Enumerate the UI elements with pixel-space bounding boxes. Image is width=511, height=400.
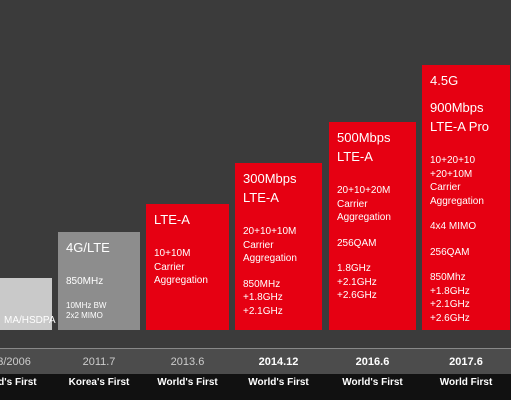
- detail-group: 256QAM: [337, 237, 408, 251]
- headline: 4.5G 900Mbps LTE-A Pro: [430, 71, 502, 136]
- headline: 4G/LTE: [66, 238, 132, 257]
- detail-line: Aggregation: [154, 275, 208, 286]
- detail-line: +1.8GHz: [243, 292, 283, 303]
- detail-line: 256QAM: [337, 237, 377, 249]
- headline-line: LTE-A: [154, 212, 190, 227]
- headline-line: LTE-A: [337, 149, 373, 164]
- detail-group: 850MHz +1.8GHz +2.1GHz: [243, 278, 314, 319]
- detail-line: 2x2 MIMO: [66, 310, 103, 320]
- headline-line: LTE-A Pro: [430, 119, 490, 134]
- headline-line: 500Mbps: [337, 130, 391, 145]
- column: 500Mbps LTE-A 20+10+20M Carrier Aggregation 2…: [329, 122, 416, 330]
- detail-line: 20+10+10M: [243, 226, 297, 237]
- detail-line: +2.1GHz: [337, 276, 377, 288]
- date: 2013.6: [170, 356, 205, 368]
- headline-line: 300Mbps: [243, 171, 297, 186]
- detail-group: MA/HSDPA: [4, 314, 56, 328]
- detail-line: 10+10M: [154, 248, 191, 259]
- detail-line: Aggregation: [243, 253, 297, 264]
- caption: Korea's First: [68, 377, 130, 388]
- column: 300Mbps LTE-A 20+10+10M Carrier Aggregation 8…: [235, 163, 322, 330]
- column: 4.5G 900Mbps LTE-A Pro 10+20+10 +20+10M Carri…: [422, 65, 510, 330]
- caption: World First: [439, 377, 493, 388]
- detail-group: 850MHz: [66, 275, 132, 289]
- detail-line: Carrier: [154, 261, 185, 273]
- detail-line: +2.1GHz: [243, 305, 283, 317]
- detail-line: Aggregation: [337, 212, 391, 223]
- date: 2017.6: [449, 356, 483, 368]
- detail-line: +2.1GHz: [430, 299, 470, 310]
- detail-line: 850Mhz: [430, 272, 466, 283]
- caption: World's First: [342, 377, 403, 388]
- headline-line: 900Mbps: [430, 100, 484, 115]
- caption-strip: [0, 374, 511, 400]
- headline-line: 4.5G: [430, 73, 459, 88]
- detail-line: 4x4 MIMO: [430, 221, 477, 232]
- detail-group: 256QAM: [430, 246, 502, 260]
- column: LTE-A 10+10M Carrier Aggregation: [146, 204, 229, 330]
- headline-line: 4G/LTE: [66, 240, 110, 255]
- detail-line: 256QAM: [430, 246, 470, 258]
- headline: 500Mbps LTE-A: [337, 128, 408, 166]
- detail-line: +2.6GHz: [337, 290, 377, 301]
- detail-line: Carrier: [430, 182, 461, 193]
- caption: orld's First: [0, 377, 37, 388]
- detail-line: 1.8GHz: [337, 263, 371, 274]
- detail-line: Aggregation: [430, 195, 484, 207]
- column: MA/HSDPA: [0, 278, 56, 330]
- timeline-band: [0, 348, 511, 375]
- column: 4G/LTE 850MHz 10MHz BW 2x2 MIMO: [58, 232, 140, 330]
- detail-group: 850Mhz +1.8GHz +2.1GHz +2.6GHz: [430, 271, 502, 325]
- detail-group: 4x4 MIMO: [430, 220, 502, 234]
- headline: LTE-A: [154, 210, 221, 229]
- detail-group: 10+10M Carrier Aggregation: [154, 247, 221, 288]
- detail-line: +1.8GHz: [430, 285, 470, 297]
- detail-line: Carrier: [243, 239, 274, 251]
- detail-line: 20+10+20M: [337, 185, 391, 196]
- date: 2014.12: [258, 356, 299, 368]
- caption: World's First: [248, 377, 309, 388]
- detail-line: 850MHz: [243, 278, 281, 290]
- headline: 300Mbps LTE-A: [243, 169, 314, 207]
- detail-line: 10MHz BW: [66, 300, 107, 310]
- detail-line: 850MHz: [66, 276, 104, 287]
- caption: World's First: [157, 377, 218, 388]
- date: 2011.7: [82, 356, 116, 368]
- detail-group: 1.8GHz +2.1GHz +2.6GHz: [337, 262, 408, 303]
- detail-line: +20+10M: [430, 168, 473, 180]
- detail-line: Carrier: [337, 198, 368, 210]
- date: 2016.6: [355, 356, 390, 368]
- detail-line: 10+20+10: [430, 155, 476, 166]
- headline-line: LTE-A: [243, 190, 279, 205]
- detail-group: 10MHz BW 2x2 MIMO: [66, 301, 132, 321]
- detail-line: +2.6GHz: [430, 312, 470, 324]
- detail-line: MA/HSDPA: [4, 315, 56, 326]
- date: 03/2006: [0, 356, 31, 368]
- detail-group: 20+10+20M Carrier Aggregation: [337, 184, 408, 225]
- detail-group: 10+20+10 +20+10M Carrier Aggregation: [430, 154, 502, 208]
- detail-group: 20+10+10M Carrier Aggregation: [243, 225, 314, 266]
